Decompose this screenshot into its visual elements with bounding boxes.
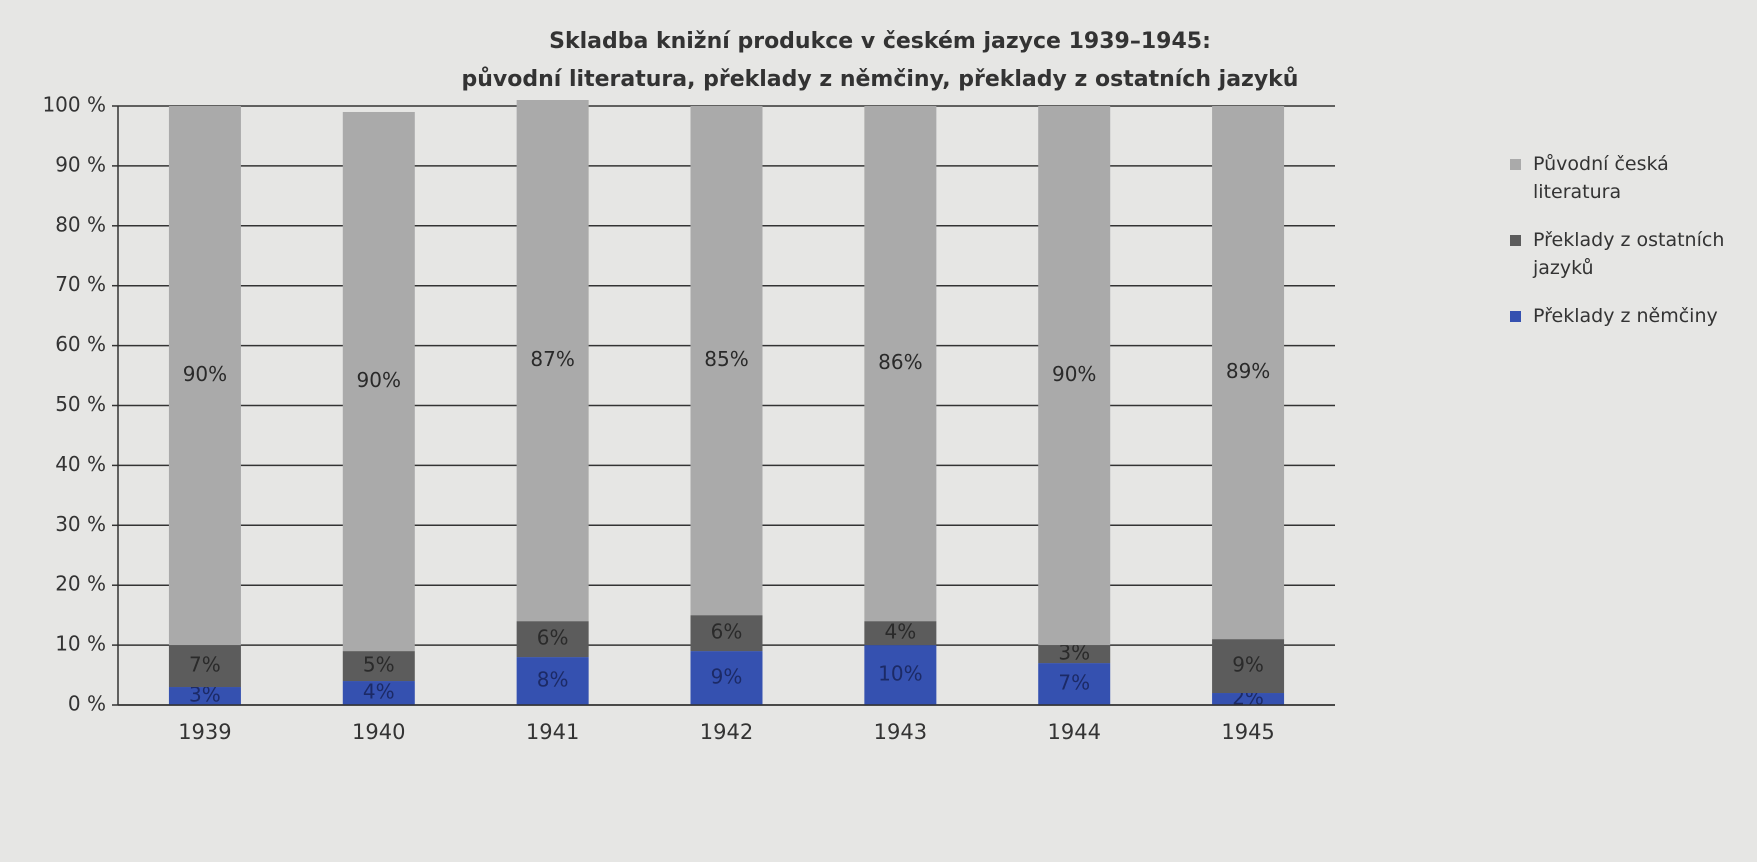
legend-label: Původní česká literatura — [1533, 153, 1669, 203]
y-tick-label: 50 % — [55, 392, 106, 416]
bar-segment — [342, 651, 415, 682]
chart-subtitle: původní literatura, překlady z němčiny, … — [462, 67, 1299, 92]
data-label: 6% — [537, 626, 569, 650]
bar-segment — [690, 106, 763, 616]
bar-segment — [690, 615, 763, 652]
bar-segment — [168, 687, 241, 705]
bar-segment — [516, 621, 589, 658]
y-tick-label: 60 % — [55, 332, 106, 356]
bar-segment — [864, 621, 937, 646]
legend-item: Původní česká literatura — [1510, 150, 1750, 206]
y-tick-label: 90 % — [55, 152, 106, 176]
bar-segment — [516, 100, 589, 622]
legend-item: Překlady z ostatních jazyků — [1510, 226, 1750, 282]
legend-swatch — [1510, 311, 1521, 322]
data-label: 9% — [1232, 653, 1264, 677]
x-tick-label: 1940 — [352, 720, 405, 744]
bar-segment — [690, 651, 763, 705]
legend-label: Překlady z němčiny — [1533, 305, 1718, 327]
data-label: 7% — [1058, 671, 1090, 695]
bar-segment — [516, 657, 589, 705]
bar-segment — [1212, 693, 1285, 705]
data-label: 90% — [1052, 362, 1096, 386]
bar-segment — [342, 681, 415, 705]
y-tick-label: 100 % — [42, 93, 106, 117]
bar-segment — [864, 106, 937, 622]
legend-swatch — [1510, 159, 1521, 170]
y-tick-label: 10 % — [55, 632, 106, 656]
bar-segment — [168, 645, 241, 688]
bar-segment — [864, 645, 937, 705]
bar-segment — [1038, 645, 1111, 664]
x-tick-label: 1941 — [526, 720, 579, 744]
data-label: 85% — [704, 347, 748, 371]
x-tick-label: 1939 — [178, 720, 231, 744]
bar-segment — [342, 111, 415, 652]
data-label: 8% — [537, 668, 569, 692]
chart-title: Skladba knižní produkce v českém jazyce … — [549, 29, 1211, 54]
bar-segment — [1212, 639, 1285, 694]
bar-segment — [1038, 663, 1111, 705]
x-tick-label: 1945 — [1221, 720, 1274, 744]
legend-item: Překlady z němčiny — [1510, 302, 1750, 330]
data-label: 90% — [357, 368, 401, 392]
data-label: 90% — [183, 362, 227, 386]
y-tick-label: 70 % — [55, 272, 106, 296]
data-label: 4% — [884, 620, 916, 644]
data-label: 9% — [711, 665, 743, 689]
data-label: 4% — [363, 680, 395, 704]
legend: Původní česká literatura Překlady z ostat… — [1510, 150, 1750, 350]
y-tick-label: 80 % — [55, 212, 106, 236]
legend-swatch — [1510, 235, 1521, 246]
y-tick-label: 0 % — [68, 692, 106, 716]
y-tick-label: 20 % — [55, 572, 106, 596]
data-label: 86% — [878, 350, 922, 374]
data-label: 89% — [1226, 359, 1270, 383]
data-label: 7% — [189, 653, 221, 677]
bar-segment — [1212, 106, 1285, 640]
bar-segment — [1038, 106, 1111, 646]
data-label: 87% — [530, 347, 574, 371]
legend-label: Překlady z ostatních jazyků — [1533, 229, 1725, 279]
x-tick-label: 1942 — [700, 720, 753, 744]
bar-segment — [168, 106, 241, 646]
y-tick-label: 40 % — [55, 452, 106, 476]
x-tick-label: 1943 — [874, 720, 927, 744]
data-label: 6% — [711, 620, 743, 644]
data-label: 10% — [878, 662, 922, 686]
y-tick-label: 30 % — [55, 512, 106, 536]
x-tick-label: 1944 — [1047, 720, 1100, 744]
data-label: 5% — [363, 653, 395, 677]
